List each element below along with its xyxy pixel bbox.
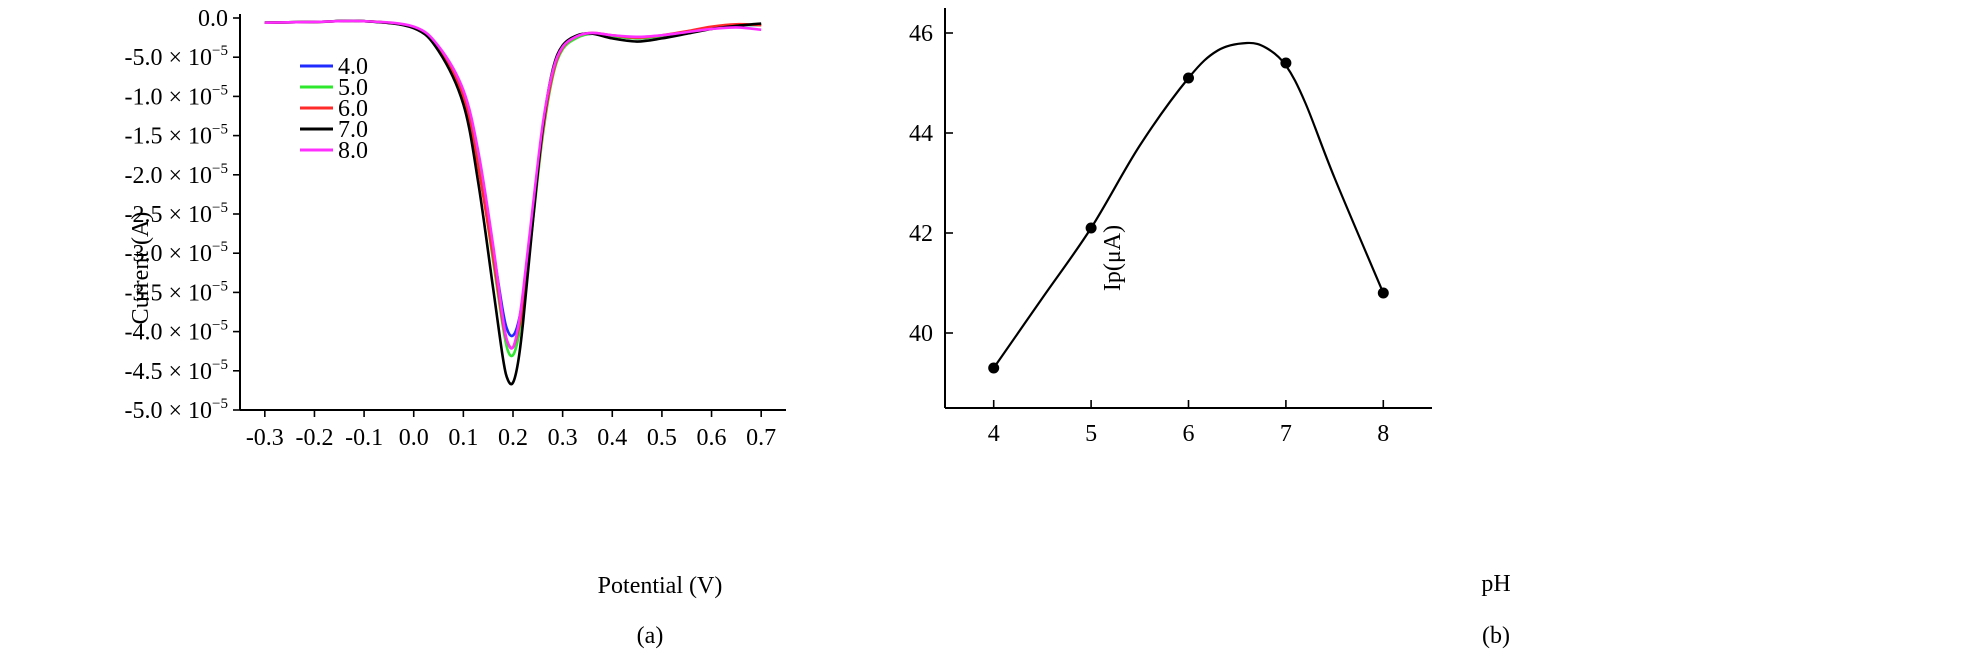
chart-b-fit-curve bbox=[992, 41, 1385, 369]
chart-a-ytick-label: -1.0 × 10−5 bbox=[125, 82, 229, 110]
chart-a-ytick-label: -5.0 × 10−5 bbox=[125, 396, 229, 424]
chart-a-xtick-label: -0.2 bbox=[295, 425, 333, 451]
chart-a-yticks: 0.0 -5.0 × 10−5 -1.0 × 10−5 -1.5 × 10−5 -2.0… bbox=[125, 6, 240, 424]
chart-a-xtick-label: 0.2 bbox=[498, 425, 528, 451]
chart-a-ytick-label: -4.5 × 10−5 bbox=[125, 357, 229, 385]
chart-b-data-point bbox=[988, 362, 1000, 374]
chart-a-ytick-label: -2.0 × 10−5 bbox=[125, 161, 229, 189]
chart-b-ytick-label: 42 bbox=[909, 221, 933, 247]
chart-b-data-point bbox=[1085, 222, 1097, 234]
chart-a-panel-label: (a) bbox=[637, 623, 664, 649]
chart-b-data-point bbox=[1377, 287, 1389, 299]
chart-b-ylabel: Ip(μA) bbox=[1100, 225, 1126, 291]
chart-a-ytick-label: -3.0 × 10−5 bbox=[125, 239, 229, 267]
chart-a-ytick-label: -1.5 × 10−5 bbox=[125, 122, 229, 150]
chart-a-legend: 4.05.06.07.08.0 bbox=[300, 54, 368, 164]
chart-b-panel-label: (b) bbox=[1482, 623, 1510, 649]
chart-a-legend-label: 6.0 bbox=[338, 96, 368, 122]
chart-b-data-point bbox=[1183, 72, 1194, 84]
chart-b-data-point bbox=[1280, 57, 1292, 69]
chart-a-xlabel: Potential (V) bbox=[598, 573, 723, 599]
chart-a-xtick-label: 0.4 bbox=[597, 425, 627, 451]
chart-a: 0.0 -5.0 × 10−5 -1.0 × 10−5 -1.5 × 10−5 -2.0… bbox=[125, 6, 786, 649]
chart-b: 40 42 44 46 4 5 6 7 8 pH Ip(μA) (b) bbox=[909, 8, 1511, 649]
chart-a-ytick-label: -2.5 × 10−5 bbox=[125, 200, 229, 228]
chart-a-plot bbox=[264, 19, 762, 386]
chart-a-xtick-label: 0.1 bbox=[448, 425, 478, 451]
chart-a-legend-label: 5.0 bbox=[338, 75, 368, 101]
chart-b-xtick-label: 7 bbox=[1280, 421, 1292, 447]
chart-a-legend-label: 4.0 bbox=[338, 54, 368, 80]
chart-b-xticks: 4 5 6 7 8 bbox=[988, 400, 1389, 447]
chart-b-ytick-label: 46 bbox=[909, 21, 933, 47]
chart-a-series-7-0 bbox=[264, 19, 762, 386]
chart-a-series-8-0 bbox=[264, 19, 762, 350]
chart-b-ytick-label: 44 bbox=[909, 121, 933, 147]
chart-b-xtick-label: 4 bbox=[988, 421, 1000, 447]
chart-a-xtick-label: 0.0 bbox=[399, 425, 429, 451]
chart-b-xtick-label: 6 bbox=[1183, 421, 1195, 447]
chart-a-xtick-label: -0.3 bbox=[246, 425, 284, 451]
chart-a-xtick-label: 0.7 bbox=[746, 425, 776, 451]
chart-a-legend-label: 7.0 bbox=[338, 117, 368, 143]
chart-a-xticks: -0.3 -0.2 -0.1 0.0 0.1 0.2 0.3 0.4 0.5 0.6 0.7 bbox=[246, 410, 776, 451]
chart-a-ytick-label: -4.0 × 10−5 bbox=[125, 318, 229, 346]
chart-b-yticks: 40 42 44 46 bbox=[909, 21, 953, 347]
chart-b-axes bbox=[944, 8, 1432, 409]
chart-b-xlabel: pH bbox=[1481, 571, 1510, 597]
chart-a-xtick-label: 0.6 bbox=[697, 425, 727, 451]
chart-a-xtick-label: 0.3 bbox=[548, 425, 578, 451]
chart-a-ylabel: Current (A) bbox=[128, 212, 154, 325]
chart-a-xtick-label: -0.1 bbox=[345, 425, 383, 451]
chart-a-legend-label: 8.0 bbox=[338, 138, 368, 164]
chart-b-xtick-label: 5 bbox=[1085, 421, 1097, 447]
chart-b-ytick-label: 40 bbox=[909, 321, 933, 347]
chart-a-ytick-label: -5.0 × 10−5 bbox=[125, 43, 229, 71]
chart-b-xtick-label: 8 bbox=[1377, 421, 1389, 447]
chart-a-ytick-label: 0.0 bbox=[198, 6, 228, 32]
chart-a-ytick-label: -3.5 × 10−5 bbox=[125, 278, 229, 306]
chart-a-axes bbox=[239, 14, 786, 411]
chart-b-plot bbox=[988, 41, 1389, 374]
chart-a-xtick-label: 0.5 bbox=[647, 425, 677, 451]
